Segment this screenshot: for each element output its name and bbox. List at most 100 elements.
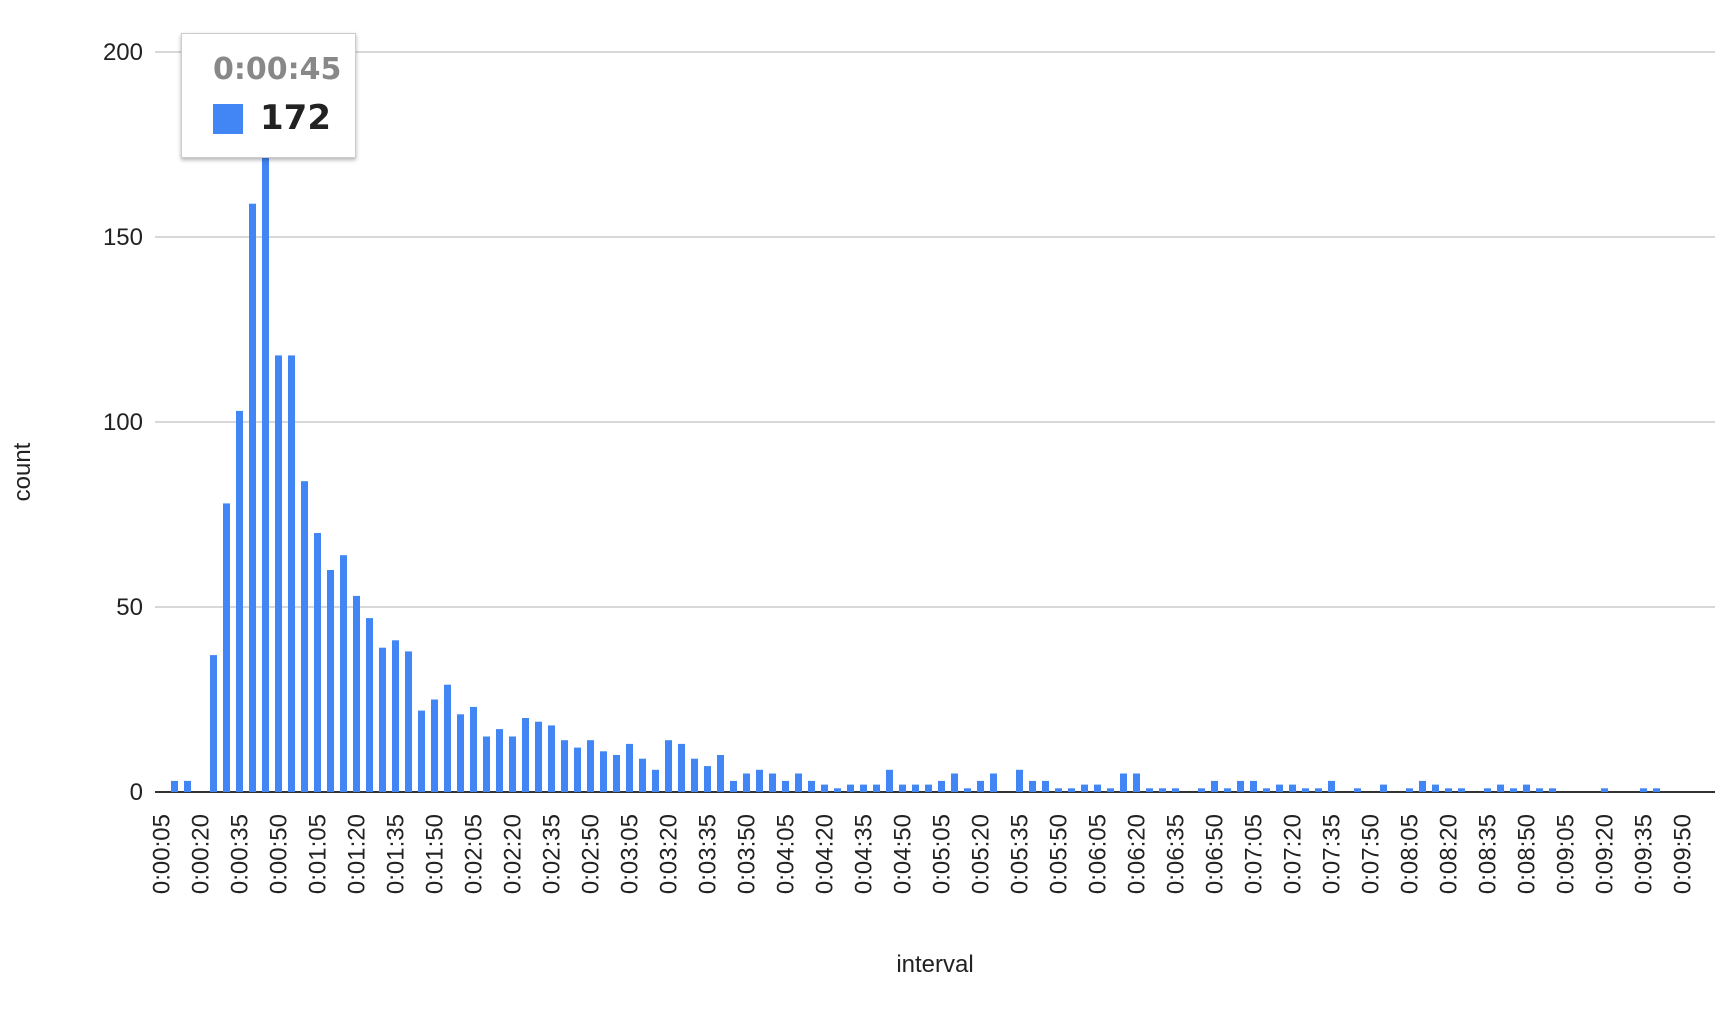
x-tick-label: 0:05:35 [1007, 814, 1034, 894]
x-tick-label: 0:06:20 [1124, 814, 1151, 894]
bar [1093, 784, 1102, 792]
bar [209, 655, 218, 792]
bar [690, 758, 699, 792]
bar [222, 503, 231, 792]
bar [911, 784, 920, 792]
y-tick-label: 0 [130, 779, 143, 806]
x-tick-label: 0:03:50 [734, 814, 761, 894]
bar [1158, 788, 1167, 792]
tooltip-swatch [213, 104, 243, 134]
bar [508, 736, 517, 792]
tooltip: 0:00:45 172 [181, 33, 356, 158]
x-tick-label: 0:06:05 [1085, 814, 1112, 894]
bar [1028, 780, 1037, 792]
bar [1041, 780, 1050, 792]
bar [1418, 780, 1427, 792]
x-tick-label: 0:01:20 [344, 814, 371, 894]
bar [820, 784, 829, 792]
tooltip-category: 0:00:45 [213, 52, 342, 87]
bar [339, 555, 348, 792]
x-tick-label: 0:04:35 [851, 814, 878, 894]
tooltip-value: 172 [260, 98, 331, 138]
bar [872, 784, 881, 792]
bar [274, 355, 283, 792]
bar [1197, 788, 1206, 792]
bar [586, 740, 595, 792]
bar [443, 684, 452, 792]
bar [1600, 788, 1609, 792]
x-tick-label: 0:00:35 [227, 814, 254, 894]
x-tick-label: 0:08:50 [1514, 814, 1541, 894]
y-axis-title: count [9, 442, 36, 501]
x-tick-label: 0:09:35 [1631, 814, 1658, 894]
bar [300, 481, 309, 792]
bar [1080, 784, 1089, 792]
x-tick-label: 0:05:05 [929, 814, 956, 894]
bar [768, 773, 777, 792]
bar [1249, 780, 1258, 792]
x-tick-label: 0:00:05 [149, 814, 176, 894]
x-tick-label: 0:05:20 [968, 814, 995, 894]
x-tick-label: 0:01:05 [305, 814, 332, 894]
x-tick-label: 0:07:35 [1319, 814, 1346, 894]
x-tick-label: 0:06:35 [1163, 814, 1190, 894]
bar [950, 773, 959, 792]
x-tick-label: 0:07:05 [1241, 814, 1268, 894]
bar [1327, 780, 1336, 792]
bar [781, 780, 790, 792]
bar [573, 747, 582, 792]
x-tick-label: 0:07:50 [1358, 814, 1385, 894]
x-tick-label: 0:05:50 [1046, 814, 1073, 894]
bar [833, 788, 842, 792]
bar [404, 651, 413, 792]
bar [937, 780, 946, 792]
x-tick-label: 0:02:35 [539, 814, 566, 894]
bar [625, 743, 634, 792]
bar [1301, 788, 1310, 792]
bar [287, 355, 296, 792]
bar [651, 769, 660, 792]
bar [326, 570, 335, 792]
x-tick-label: 0:09:50 [1670, 814, 1697, 894]
bar [1288, 784, 1297, 792]
bar [898, 784, 907, 792]
x-tick-label: 0:06:50 [1202, 814, 1229, 894]
bar [1457, 788, 1466, 792]
bar [755, 769, 764, 792]
bar [1314, 788, 1323, 792]
bar [1652, 788, 1661, 792]
bar [1405, 788, 1414, 792]
x-tick-label: 0:09:20 [1592, 814, 1619, 894]
bar [1210, 780, 1219, 792]
y-tick-label: 150 [103, 224, 143, 251]
bar [729, 780, 738, 792]
x-tick-label: 0:00:20 [188, 814, 215, 894]
bar [846, 784, 855, 792]
x-tick-label: 0:08:35 [1475, 814, 1502, 894]
bar [521, 718, 530, 792]
x-tick-label: 0:09:05 [1553, 814, 1580, 894]
bar [963, 788, 972, 792]
y-tick-label: 50 [116, 594, 143, 621]
bar [1444, 788, 1453, 792]
x-tick-label: 0:03:05 [617, 814, 644, 894]
bar [469, 706, 478, 792]
bar [1132, 773, 1141, 792]
x-tick-label: 0:00:50 [266, 814, 293, 894]
bar [248, 203, 257, 792]
x-tick-label: 0:04:50 [890, 814, 917, 894]
bar [1522, 784, 1531, 792]
bar [1067, 788, 1076, 792]
x-tick-label: 0:08:05 [1397, 814, 1424, 894]
bar [703, 766, 712, 792]
bar [365, 618, 374, 792]
bar [313, 533, 322, 792]
bar [716, 755, 725, 792]
bar [547, 725, 556, 792]
bar [261, 155, 270, 793]
bar [1015, 769, 1024, 792]
bar [378, 647, 387, 792]
bar [1639, 788, 1648, 792]
